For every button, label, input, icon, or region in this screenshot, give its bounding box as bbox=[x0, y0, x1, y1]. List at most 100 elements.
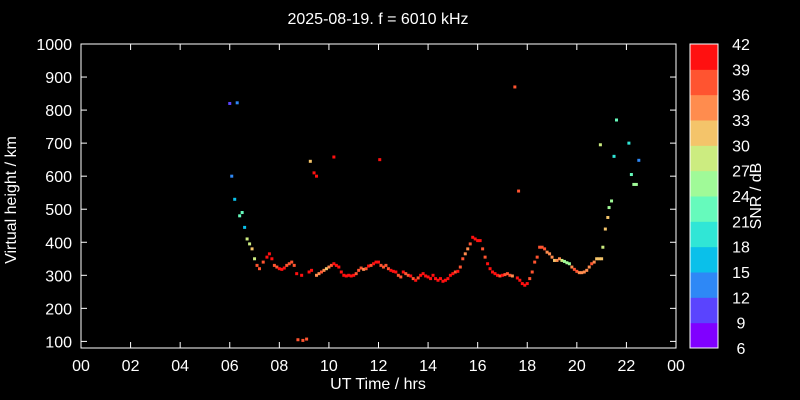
x-tick-label: 00 bbox=[72, 358, 90, 375]
data-point bbox=[545, 250, 549, 254]
data-point bbox=[443, 278, 447, 282]
data-point bbox=[282, 266, 286, 270]
data-point bbox=[404, 272, 408, 276]
data-point bbox=[347, 273, 351, 277]
data-point bbox=[510, 274, 514, 278]
data-point bbox=[520, 282, 524, 286]
y-tick-label: 600 bbox=[45, 169, 72, 186]
data-point bbox=[548, 252, 552, 256]
data-point bbox=[300, 273, 304, 277]
data-point bbox=[498, 274, 502, 278]
x-tick-label: 10 bbox=[320, 358, 338, 375]
data-point bbox=[301, 338, 305, 342]
data-point bbox=[261, 260, 265, 264]
data-point bbox=[322, 268, 326, 272]
data-point bbox=[275, 265, 279, 269]
data-point bbox=[483, 255, 487, 259]
data-point bbox=[627, 141, 631, 145]
data-point bbox=[468, 242, 472, 246]
colorbar-frame bbox=[689, 43, 719, 349]
data-point bbox=[290, 260, 294, 264]
data-point bbox=[253, 257, 257, 261]
colorbar-tick-label: 27 bbox=[732, 164, 750, 181]
data-point bbox=[374, 260, 378, 264]
x-tick-label: 08 bbox=[270, 358, 288, 375]
data-point bbox=[550, 255, 554, 259]
colorbar-tick-label: 6 bbox=[737, 341, 746, 358]
data-point bbox=[337, 265, 341, 269]
data-point bbox=[518, 278, 522, 282]
data-point bbox=[287, 262, 291, 266]
data-point bbox=[357, 268, 361, 272]
data-point bbox=[305, 337, 309, 341]
x-tick-label: 16 bbox=[469, 358, 487, 375]
data-point bbox=[597, 257, 601, 261]
y-tick-label: 500 bbox=[45, 202, 72, 219]
data-point bbox=[332, 262, 336, 266]
data-point bbox=[632, 182, 636, 186]
data-point bbox=[448, 273, 452, 277]
data-point bbox=[272, 263, 276, 267]
data-point bbox=[562, 259, 566, 263]
data-point bbox=[456, 269, 460, 273]
y-tick-label: 1000 bbox=[36, 37, 72, 54]
data-point bbox=[466, 247, 470, 251]
data-point bbox=[592, 260, 596, 264]
data-point bbox=[285, 263, 289, 267]
data-point bbox=[629, 173, 633, 177]
data-point bbox=[243, 225, 247, 229]
data-point bbox=[324, 267, 328, 271]
data-point bbox=[332, 155, 336, 159]
data-point bbox=[577, 271, 581, 275]
colorbar-tick-label: 21 bbox=[732, 214, 750, 231]
y-tick-label: 700 bbox=[45, 136, 72, 153]
data-point bbox=[308, 159, 312, 163]
data-point bbox=[381, 265, 385, 269]
data-point bbox=[248, 242, 252, 246]
data-point bbox=[265, 255, 269, 259]
x-axis-label: UT Time / hrs bbox=[330, 376, 426, 393]
data-point bbox=[612, 154, 616, 158]
y-tick-label: 200 bbox=[45, 301, 72, 318]
data-point bbox=[567, 262, 571, 266]
data-point bbox=[230, 174, 234, 178]
data-point bbox=[503, 273, 507, 277]
data-point bbox=[421, 272, 425, 276]
colorbar: 6 9 12 15 18 21 24 27 30 33 36 39 42 bbox=[689, 37, 750, 358]
colorbar-tick-label: 18 bbox=[732, 240, 750, 257]
data-point bbox=[438, 277, 442, 281]
data-point bbox=[401, 270, 405, 274]
colorbar-tick-label: 24 bbox=[732, 189, 750, 206]
data-point bbox=[310, 268, 314, 272]
data-point bbox=[429, 277, 433, 281]
x-tick-label: 22 bbox=[618, 358, 636, 375]
data-point bbox=[364, 267, 368, 271]
data-point bbox=[436, 278, 440, 282]
colorbar-label: SNR / dB bbox=[748, 162, 765, 230]
x-axis-ticks: 00 02 04 06 08 10 12 14 16 18 20 22 00 bbox=[72, 44, 685, 375]
data-point bbox=[471, 235, 475, 239]
data-point bbox=[473, 237, 477, 241]
colorbar-tick-label: 30 bbox=[732, 138, 750, 155]
data-point bbox=[238, 214, 242, 218]
data-point bbox=[603, 227, 607, 231]
data-point bbox=[258, 267, 261, 271]
data-point bbox=[396, 273, 400, 277]
y-tick-label: 400 bbox=[45, 235, 72, 252]
data-point bbox=[557, 257, 561, 261]
x-tick-label: 04 bbox=[171, 358, 189, 375]
data-point bbox=[389, 268, 393, 272]
data-point bbox=[453, 270, 457, 274]
data-point bbox=[538, 245, 542, 249]
data-point bbox=[367, 264, 371, 268]
data-point bbox=[359, 266, 363, 270]
data-point bbox=[543, 247, 547, 251]
data-point bbox=[344, 274, 348, 278]
x-tick-label: 14 bbox=[419, 358, 437, 375]
data-point bbox=[414, 278, 418, 282]
data-point bbox=[615, 118, 618, 122]
colorbar-tick-label: 42 bbox=[732, 37, 750, 54]
data-point bbox=[595, 257, 599, 261]
data-point bbox=[496, 273, 499, 277]
data-point bbox=[315, 174, 319, 178]
